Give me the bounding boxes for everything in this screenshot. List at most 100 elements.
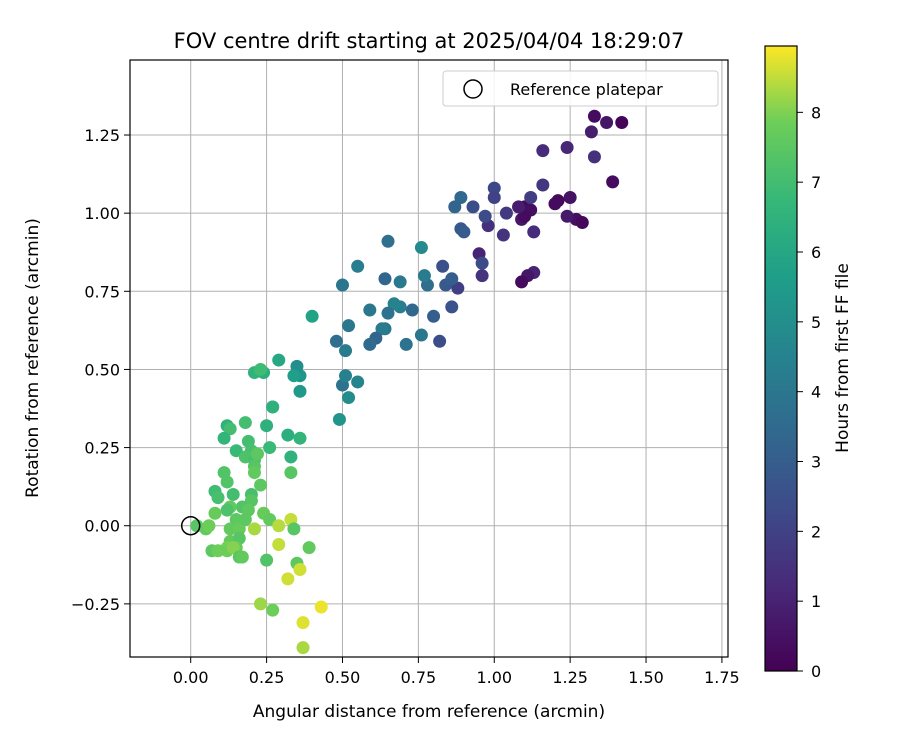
scatter-point (247, 522, 261, 536)
scatter-point (475, 256, 489, 270)
scatter-point (575, 216, 589, 230)
colorbar-tick-label: 2 (811, 522, 821, 541)
scatter-point (536, 144, 550, 158)
scatter-point (266, 603, 280, 617)
scatter-point (223, 422, 237, 436)
scatter-point (211, 491, 225, 505)
scatter-point (254, 597, 268, 611)
scatter-point (363, 303, 377, 317)
scatter-point (405, 303, 419, 317)
y-axis-label: Rotation from reference (arcmin) (23, 218, 43, 498)
scatter-point (466, 200, 480, 214)
plot-frame (129, 59, 729, 658)
scatter-point (496, 228, 510, 242)
scatter-point (342, 391, 356, 405)
scatter-point (351, 259, 365, 273)
scatter-point (254, 362, 268, 376)
scatter-point (417, 269, 431, 283)
scatter-point (615, 116, 629, 130)
y-tick-label: 0.75 (84, 282, 120, 301)
scatter-point (445, 300, 459, 314)
scatter-point (363, 337, 377, 351)
scatter-point (287, 369, 301, 383)
scatter-point (284, 466, 298, 480)
scatter-point (606, 175, 620, 189)
scatter-point (427, 309, 441, 323)
scatter-point (287, 522, 301, 536)
scatter-point (563, 191, 577, 205)
scatter-point (272, 353, 286, 367)
scatter-point (524, 191, 538, 205)
scatter-point (433, 334, 447, 348)
y-tick-label: 1.25 (84, 126, 120, 145)
legend: Reference platepar (442, 70, 719, 107)
x-tick-label: 1.00 (476, 668, 512, 687)
x-tick-label: 1.25 (552, 668, 588, 687)
scatter-point (560, 209, 574, 223)
scatter-point (527, 225, 541, 239)
scatter-point (235, 550, 249, 564)
scatter-point (220, 475, 234, 489)
scatter-point (515, 275, 529, 289)
x-tick-label: 0.25 (249, 668, 285, 687)
scatter-point (281, 428, 295, 442)
scatter-point (305, 309, 319, 323)
y-tick-label: 0.25 (84, 439, 120, 458)
scatter-point (600, 116, 614, 130)
scatter-point (445, 272, 459, 286)
scatter-point (487, 191, 501, 205)
scatter-point (451, 281, 465, 295)
y-axis-ticks: −0.25 0.00 0.25 0.50 0.75 1.00 1.25 (71, 126, 130, 614)
colorbar-tick-label: 7 (811, 173, 821, 192)
scatter-point (217, 431, 231, 445)
scatter-point (220, 503, 234, 517)
scatter-point (211, 544, 225, 558)
colorbar: 0 1 2 3 4 5 6 7 8 Hours from first FF file (764, 45, 853, 681)
scatter-point (342, 319, 356, 333)
scatter-point (263, 441, 277, 455)
scatter-point (226, 487, 240, 501)
scatter-point (296, 641, 310, 655)
x-axis-ticks: 0.00 0.25 0.50 0.75 1.00 1.25 1.50 1.75 (173, 657, 740, 687)
x-tick-label: 1.50 (628, 668, 664, 687)
scatter-point (378, 272, 392, 286)
chart-title: FOV centre drift starting at 2025/04/04 … (174, 29, 685, 53)
scatter-point (454, 191, 468, 205)
x-tick-label: 0.00 (173, 668, 209, 687)
colorbar-ticks: 0 1 2 3 4 5 6 7 8 (797, 103, 821, 681)
scatter-point (339, 344, 353, 358)
scatter-point (250, 447, 264, 461)
y-tick-label: 1.00 (84, 204, 120, 223)
scatter-point (487, 181, 501, 195)
scatter-point (381, 234, 395, 248)
colorbar-tick-label: 3 (811, 453, 821, 472)
scatter-point (329, 334, 343, 348)
scatter-point (339, 369, 353, 383)
legend-box (442, 70, 719, 107)
scatter-point (260, 553, 274, 567)
scatter-point (399, 337, 413, 351)
scatter-point (436, 259, 450, 273)
scatter-point (226, 541, 240, 555)
colorbar-tick-label: 6 (811, 243, 821, 262)
scatter-point (260, 419, 274, 433)
scatter-point (518, 209, 532, 223)
scatter-point (587, 150, 601, 164)
scatter-points (190, 109, 629, 655)
x-tick-label: 0.50 (325, 668, 361, 687)
y-tick-label: −0.25 (71, 595, 120, 614)
colorbar-tick-label: 1 (811, 592, 821, 611)
scatter-point (335, 278, 349, 292)
colorbar-label: Hours from first FF file (833, 263, 853, 453)
scatter-point (296, 616, 310, 630)
scatter-point (499, 206, 513, 220)
scatter-point (548, 197, 562, 211)
scatter-point (512, 200, 526, 214)
scatter-point (560, 141, 574, 155)
scatter-point (263, 512, 277, 526)
scatter-point (238, 512, 252, 526)
y-tick-label: 0.50 (84, 360, 120, 379)
scatter-point (281, 572, 295, 586)
